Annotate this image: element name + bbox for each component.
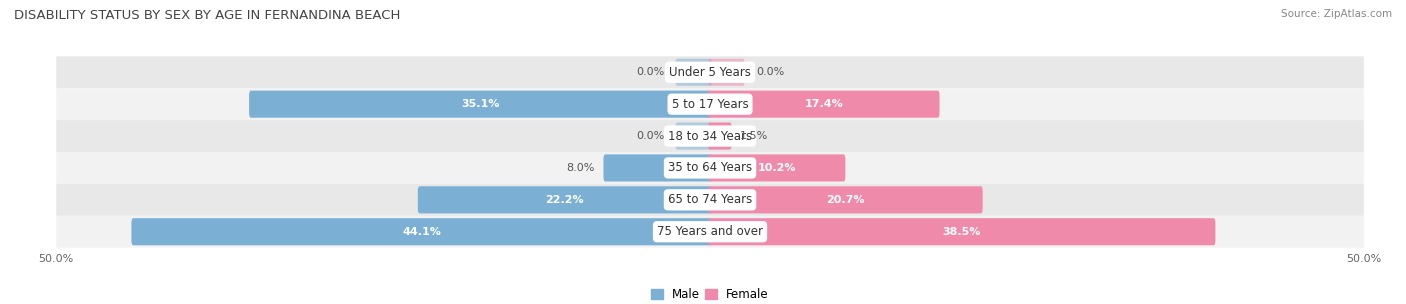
Text: 44.1%: 44.1% <box>402 227 441 237</box>
Text: 5 to 17 Years: 5 to 17 Years <box>672 98 748 111</box>
FancyBboxPatch shape <box>418 186 711 213</box>
FancyBboxPatch shape <box>56 152 1364 184</box>
FancyBboxPatch shape <box>249 91 711 118</box>
Text: 0.0%: 0.0% <box>636 67 664 77</box>
Text: 0.0%: 0.0% <box>636 131 664 141</box>
Text: 20.7%: 20.7% <box>827 195 865 205</box>
FancyBboxPatch shape <box>709 123 731 150</box>
Text: 75 Years and over: 75 Years and over <box>657 225 763 238</box>
FancyBboxPatch shape <box>709 186 983 213</box>
FancyBboxPatch shape <box>675 123 711 150</box>
FancyBboxPatch shape <box>709 59 745 86</box>
Text: 8.0%: 8.0% <box>567 163 595 173</box>
Text: 38.5%: 38.5% <box>942 227 981 237</box>
FancyBboxPatch shape <box>56 120 1364 152</box>
Text: 0.0%: 0.0% <box>756 67 785 77</box>
Text: 1.5%: 1.5% <box>740 131 768 141</box>
Text: DISABILITY STATUS BY SEX BY AGE IN FERNANDINA BEACH: DISABILITY STATUS BY SEX BY AGE IN FERNA… <box>14 9 401 22</box>
Legend: Male, Female: Male, Female <box>647 283 773 304</box>
FancyBboxPatch shape <box>603 154 711 181</box>
Text: Under 5 Years: Under 5 Years <box>669 66 751 79</box>
Text: 10.2%: 10.2% <box>758 163 796 173</box>
FancyBboxPatch shape <box>56 216 1364 248</box>
FancyBboxPatch shape <box>56 88 1364 120</box>
FancyBboxPatch shape <box>131 218 711 245</box>
Text: Source: ZipAtlas.com: Source: ZipAtlas.com <box>1281 9 1392 19</box>
Text: 17.4%: 17.4% <box>804 99 844 109</box>
FancyBboxPatch shape <box>56 56 1364 88</box>
FancyBboxPatch shape <box>709 154 845 181</box>
Text: 35 to 64 Years: 35 to 64 Years <box>668 161 752 174</box>
FancyBboxPatch shape <box>56 184 1364 216</box>
Text: 35.1%: 35.1% <box>461 99 499 109</box>
Text: 18 to 34 Years: 18 to 34 Years <box>668 130 752 143</box>
Text: 22.2%: 22.2% <box>546 195 585 205</box>
Text: 65 to 74 Years: 65 to 74 Years <box>668 193 752 206</box>
FancyBboxPatch shape <box>709 91 939 118</box>
FancyBboxPatch shape <box>709 218 1215 245</box>
FancyBboxPatch shape <box>675 59 711 86</box>
